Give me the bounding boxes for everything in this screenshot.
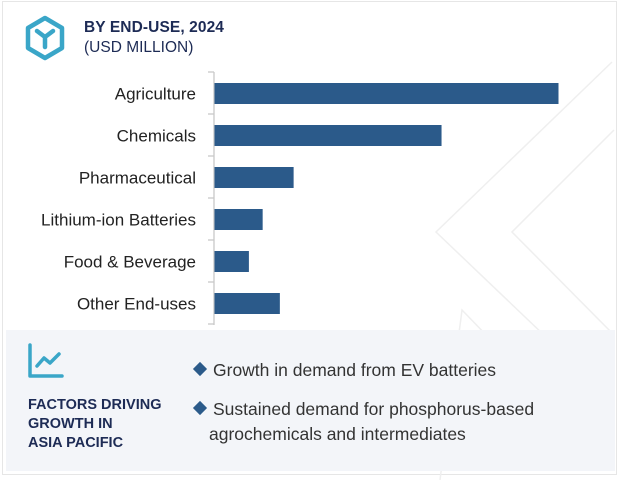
factors-title-line: ASIA PACIFIC bbox=[28, 435, 124, 451]
bar-chart: Agriculture Chemicals Pharmaceutical Lithiu… bbox=[41, 71, 559, 325]
y-axis bbox=[208, 71, 215, 325]
factors-panel bbox=[6, 330, 615, 471]
diamond-bullet-icon bbox=[192, 400, 208, 416]
bar bbox=[214, 167, 294, 188]
category-label: Lithium-ion Batteries bbox=[41, 211, 196, 230]
category-label: Other End-uses bbox=[77, 295, 196, 314]
factor-text: agrochemicals and intermediates bbox=[209, 424, 466, 444]
factor-item: Growth in demand from EV batteries bbox=[192, 358, 497, 383]
bar bbox=[214, 125, 442, 146]
factor-text: Sustained demand for phosphorus-based bbox=[213, 399, 535, 419]
category-label: Pharmaceutical bbox=[79, 169, 196, 188]
bars bbox=[214, 83, 559, 314]
bar bbox=[214, 83, 559, 104]
bar bbox=[214, 209, 263, 230]
category-labels: Agriculture Chemicals Pharmaceutical Lithiu… bbox=[41, 85, 196, 314]
cube-icon bbox=[25, 15, 65, 61]
bar bbox=[214, 251, 249, 272]
bar bbox=[214, 293, 280, 314]
trend-chart-icon bbox=[28, 343, 64, 378]
category-label: Chemicals bbox=[117, 127, 196, 146]
category-label: Agriculture bbox=[115, 85, 196, 104]
factors-title: FACTORS DRIVING GROWTH IN ASIA PACIFIC bbox=[28, 396, 161, 453]
chart-subtitle: (USD MILLION) bbox=[84, 39, 194, 56]
factor-text: Growth in demand from EV batteries bbox=[213, 360, 497, 380]
factors-title-line: FACTORS DRIVING bbox=[28, 397, 162, 413]
factors-title-line: GROWTH IN bbox=[28, 416, 113, 432]
diamond-bullet-icon bbox=[192, 361, 208, 377]
category-label: Food & Beverage bbox=[64, 253, 196, 272]
chart-title: BY END-USE, 2024 bbox=[84, 19, 225, 36]
factor-item: Sustained demand for phosphorus-based ag… bbox=[192, 397, 535, 447]
